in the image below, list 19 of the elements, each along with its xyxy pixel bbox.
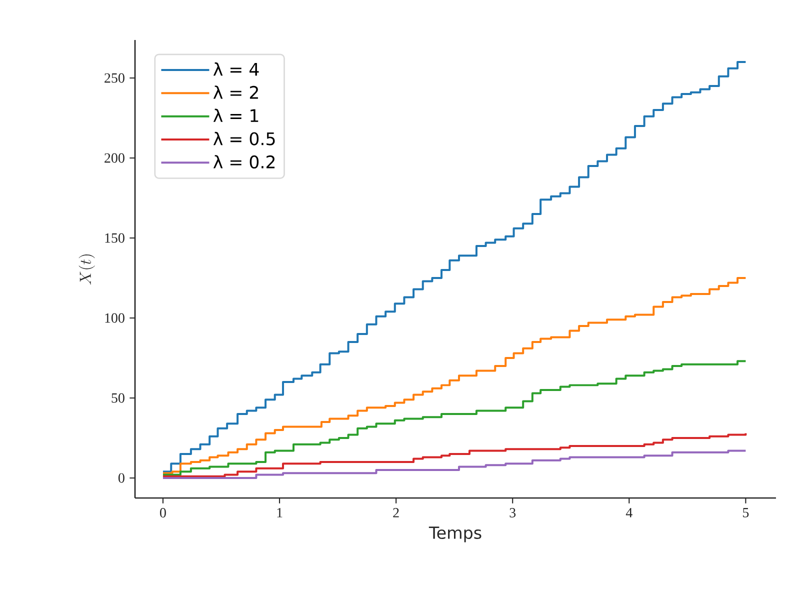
x-tick-label: 1 <box>277 508 282 518</box>
x-tick-label: 5 <box>743 508 749 518</box>
y-axis-title: $X(t)$ <box>78 254 95 285</box>
legend-label: λ = 0.2 <box>213 155 275 168</box>
y-tick-label: 100 <box>105 313 124 323</box>
legend-label: λ = 2 <box>213 86 258 99</box>
x-tick-label: 3 <box>510 508 516 518</box>
x-tick-label: 2 <box>393 508 399 518</box>
y-tick-label: 200 <box>104 153 124 163</box>
y-tick-label: 50 <box>112 393 124 403</box>
x-tick-label: 0 <box>160 508 166 518</box>
y-tick-label: 250 <box>104 73 124 83</box>
legend-label: λ = 0.5 <box>213 132 275 146</box>
x-axis-title: Temps <box>428 526 482 542</box>
y-tick-label: 0 <box>118 473 124 483</box>
legend-label: λ = 1 <box>213 108 258 122</box>
legend-label: λ = 4 <box>213 62 259 76</box>
x-tick-label: 4 <box>626 508 632 518</box>
y-tick-label: 150 <box>105 233 124 243</box>
